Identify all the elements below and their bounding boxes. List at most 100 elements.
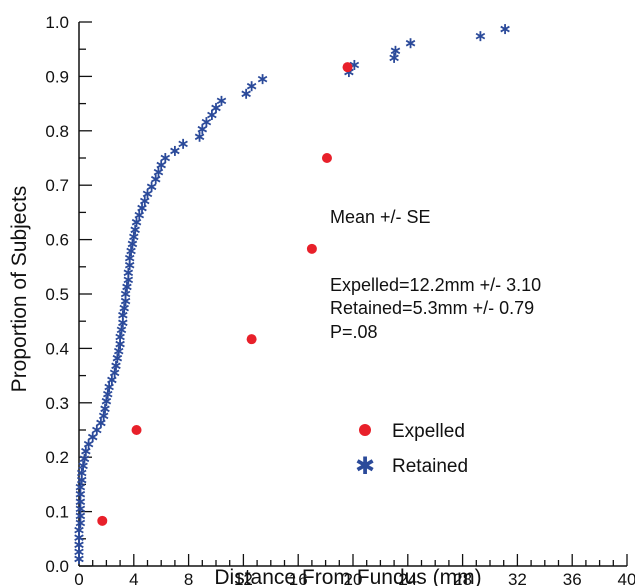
retained-point: [150, 174, 161, 185]
retained-point: [116, 324, 127, 335]
expelled-point: [306, 243, 317, 254]
retained-point: [197, 124, 208, 135]
x-tick-label: 0: [74, 570, 83, 586]
x-tick-label: 28: [453, 570, 472, 586]
retained-point: [500, 24, 510, 35]
retained-point: [246, 81, 257, 92]
retained-point: [123, 267, 134, 278]
retained-point: [170, 145, 180, 156]
retained-point: [96, 417, 106, 428]
y-ticks: 0.0 0.1 0.2 0.3 0.4 0.5 0.6 0.7 0.8 0.9 1.0: [45, 13, 92, 576]
y-tick-label: 0.0: [45, 557, 69, 576]
retained-point: [112, 353, 123, 364]
expelled-point: [246, 334, 257, 345]
retained-point: [405, 38, 416, 49]
retained-point: [124, 253, 135, 264]
retained-point: [113, 346, 124, 357]
y-tick-label: 1.0: [45, 13, 69, 32]
retained-point: [79, 453, 90, 464]
expelled-point: [321, 153, 332, 163]
y-tick-label: 0.7: [45, 176, 69, 195]
retained-point: [390, 45, 401, 56]
retained-point: [78, 460, 88, 471]
retained-point: [153, 167, 164, 178]
retained-point: [160, 153, 171, 163]
retained-point: [178, 138, 188, 149]
retained-point: [126, 246, 136, 257]
retained-point: [109, 367, 120, 378]
x-tick-label: 4: [129, 570, 138, 586]
legend-expelled-marker: [359, 424, 371, 436]
retained-point: [87, 432, 98, 443]
y-tick-label: 0.8: [45, 122, 69, 141]
y-tick-label: 0.6: [45, 231, 69, 250]
expelled-point: [342, 62, 353, 73]
expelled-point: [97, 515, 108, 526]
annotation-expelled: Expelled=12.2mm +/- 3.10: [330, 275, 541, 295]
retained-point: [100, 403, 110, 414]
retained-point: [76, 467, 87, 478]
legend-retained-label: Retained: [392, 456, 468, 477]
retained-point: [134, 210, 145, 221]
retained-point: [102, 389, 113, 400]
x-tick-label: 32: [508, 570, 527, 586]
y-tick-label: 0.2: [45, 448, 69, 467]
annotation-mean-se: Mean +/- SE: [330, 207, 431, 227]
retained-point: [201, 117, 212, 128]
retained-point: [211, 102, 221, 113]
retained-point: [120, 289, 131, 299]
annotation-retained: Retained=5.3mm +/- 0.79: [330, 298, 534, 318]
retained-point: [146, 181, 157, 192]
x-tick-label: 24: [398, 570, 417, 586]
retained-point: [130, 224, 140, 235]
retained-point: [389, 52, 399, 63]
y-axis-title: Proportion of Subjects: [8, 186, 31, 393]
retained-point: [98, 410, 109, 421]
retained-point: [142, 188, 153, 199]
axes: 0 4 8 12 16 20 24 28 32 36 40 0.00.10.20.30.40.50.…: [45, 13, 635, 586]
legend-retained-marker: ✱: [355, 452, 375, 480]
retained-point: [194, 131, 205, 142]
retained-point: [115, 331, 125, 342]
x-axis-title: Distance From Fundus (mm): [214, 566, 481, 586]
retained-point: [119, 303, 129, 314]
retained-point: [75, 482, 86, 493]
x-tick-label: 36: [563, 570, 582, 586]
y-tick-label: 0.3: [45, 394, 69, 413]
legend-expelled-label: Expelled: [392, 421, 465, 442]
retained-point: [81, 446, 91, 457]
retained-point: [74, 525, 84, 536]
retained-point: [122, 281, 132, 292]
data-points: [74, 24, 510, 564]
retained-point: [101, 396, 112, 407]
retained-point: [241, 88, 251, 99]
retained-point: [131, 217, 142, 228]
legend: Expelled ✱ Retained: [355, 421, 468, 480]
retained-point: [118, 310, 128, 321]
retained-point: [156, 160, 166, 171]
retained-point: [475, 31, 486, 42]
x-tick-label: 16: [289, 570, 308, 586]
x-ticks: 0 4 8 12 16 20 24 28 32 36 40: [74, 554, 635, 586]
annotation-p-value: P=.08: [330, 322, 378, 342]
retained-point: [92, 425, 102, 435]
x-tick-label: 12: [234, 570, 253, 586]
y-tick-label: 0.5: [45, 285, 69, 304]
expelled-point: [131, 425, 142, 435]
retained-point: [111, 360, 121, 371]
x-tick-label: 8: [184, 570, 193, 586]
y-tick-label: 0.9: [45, 67, 69, 86]
retained-point: [207, 110, 217, 121]
x-tick-label: 40: [618, 570, 635, 586]
y-tick-label: 0.4: [45, 339, 69, 358]
retained-point: [137, 203, 147, 214]
annotations: Mean +/- SE Expelled=12.2mm +/- 3.10 Ret…: [330, 207, 541, 342]
retained-point: [83, 439, 94, 450]
x-tick-label: 20: [344, 570, 363, 586]
retained-point: [127, 238, 138, 249]
retained-point: [107, 374, 117, 385]
retained-point: [104, 382, 114, 393]
retained-point: [129, 231, 139, 242]
retained-point: [257, 74, 268, 85]
